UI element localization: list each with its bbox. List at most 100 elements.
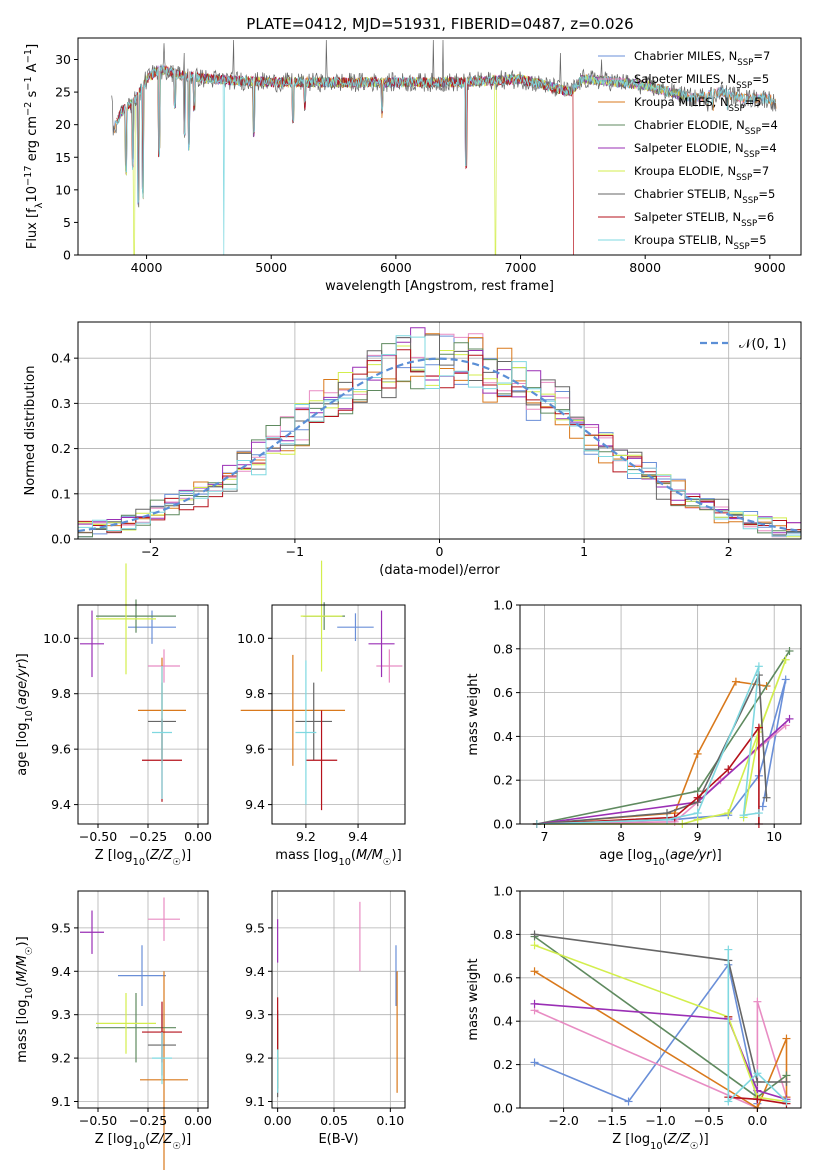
massweight-vs-age-panel: 7 8 9 10 0.0 0.2 0.4 0.6 0.8 1.0 age [log10(age/y… [466,598,802,868]
massweight-marker [781,675,790,684]
y-tick-label: 0.3 [51,396,71,411]
y-tick-label: 1.0 [493,598,513,613]
y-tick-label: 0.6 [493,685,513,700]
residuals-axes-frame [77,321,802,540]
massweight-marker [753,1077,762,1086]
legend-entry-label: Kroupa ELODIE, NSSP=7 [634,164,769,183]
massweight-vs-age-xlabel: age [log10(age/yr)] [599,848,722,868]
massweight-marker [731,677,740,686]
y-tick-label: 0.1 [51,486,71,501]
x-tick-label: −0.5 [694,1113,724,1128]
y-tick-label: 9.3 [51,1007,71,1022]
y-tick-label: 5 [63,215,71,230]
age-vs-mass-axes-frame [271,604,406,825]
age-vs-metallicity-axes-frame [77,604,209,825]
x-tick-label: 9.2 [296,829,316,844]
massweight-marker [754,662,763,671]
mass-vs-metallicity-panel: −0.50 −0.25 0.00 9.1 9.2 9.3 9.4 9.5 Z [log10(Z… [15,890,212,1170]
massweight-vs-metallicity-axes-frame [519,890,802,1109]
massweight-marker [785,646,794,655]
legend-entry-label: Chabrier ELODIE, NSSP=4 [634,118,778,137]
x-tick-label: 0.10 [376,1113,404,1128]
massweight-marker [753,1069,762,1078]
residuals-panel: 𝒩(0, 1) −2 −1 0 1 2 0.0 0.1 0.2 0.3 0.4 (data-mod… [23,321,802,578]
massweight-marker [762,793,771,802]
legend-entry-label: Salpeter ELODIE, NSSP=4 [634,141,777,160]
massweight-vs-metallicity-ylabel: mass weight [466,958,481,1040]
y-tick-label: 0.4 [493,1014,513,1029]
y-tick-label: 9.5 [51,920,71,935]
massweight-marker [782,1077,791,1086]
massweight-vs-age-ylabel: mass weight [466,673,481,755]
massweight-marker [724,809,733,818]
y-tick-label: 0.0 [493,817,513,832]
massweight-series-line [727,949,788,1104]
y-tick-label: 9.4 [51,797,71,812]
massweight-marker [785,714,794,723]
y-tick-label: 0.8 [493,641,513,656]
massweight-marker [530,999,539,1008]
y-tick-label: 0 [63,248,71,263]
x-tick-label: 2 [725,544,733,559]
x-tick-label: 1 [580,544,588,559]
spectrum-axes-frame [77,37,802,256]
mass-vs-extinction-axes-frame [271,890,406,1109]
residual-histogram-step [78,334,801,536]
y-tick-label: 20 [55,117,71,132]
y-tick-label: 10 [55,182,71,197]
massweight-vs-age-axes-frame [519,604,802,825]
massweight-series-line [536,725,760,825]
x-tick-label: 9 [694,829,702,844]
spectrum-series-line [111,39,777,203]
y-tick-label: 9.4 [51,964,71,979]
massweight-marker [753,1095,762,1104]
normal-reference-curve [77,357,802,533]
y-tick-label: 0.4 [51,351,71,366]
y-tick-label: 9.6 [51,742,71,757]
y-tick-label: 10.0 [43,631,71,646]
y-tick-label: 0.2 [493,1057,513,1072]
mass-vs-metallicity-axes-frame [77,890,209,1109]
massweight-marker [693,749,702,758]
mass-vs-metallicity-xlabel: Z [log10(Z/Z☉)] [95,1132,192,1152]
massweight-marker [753,997,762,1006]
y-tick-label: 0.4 [493,729,513,744]
massweight-series-line [536,665,760,825]
massweight-series-line [536,679,787,825]
y-tick-label: 9.8 [51,686,71,701]
x-tick-label: 9.4 [348,829,368,844]
massweight-marker [754,809,763,818]
y-tick-label: 9.4 [245,797,265,812]
age-vs-metallicity-xlabel: Z [log10(Z/Z☉)] [95,848,192,868]
massweight-marker [530,930,539,939]
y-tick-label: 9.1 [245,1094,265,1109]
massweight-marker [530,967,539,976]
x-tick-label: 4000 [131,260,163,275]
x-tick-label: 0.05 [320,1113,348,1128]
spectrum-legend: Chabrier MILES, NSSP=7 Salpeter MILES, NS… [598,49,778,252]
residuals-ylabel: Normed distribution [23,366,38,496]
massweight-marker [724,765,733,774]
figure-title: PLATE=0412, MJD=51931, FIBERID=0487, z=0… [246,15,633,33]
x-tick-label: −0.50 [79,829,117,844]
age-vs-mass-xlabel: mass [log10(M/M☉)] [275,848,401,868]
x-tick-label: 6000 [380,260,412,275]
x-tick-label: 0.0 [747,1113,767,1128]
mass-vs-extinction-xlabel: E(B-V) [318,1132,358,1147]
massweight-marker [782,1097,791,1106]
y-tick-label: 0.0 [51,532,71,547]
y-tick-label: 9.5 [245,920,265,935]
massweight-marker [530,941,539,950]
x-tick-label: 8 [617,829,625,844]
mass-vs-extinction-panel: 0.00 0.05 0.10 9.1 9.2 9.3 9.4 9.5 E(B-V) [245,890,406,1147]
x-tick-label: −2.0 [548,1113,578,1128]
y-tick-label: 0.2 [51,441,71,456]
spectrum-xlabel: wavelength [Angstrom, rest frame] [325,279,554,294]
y-tick-label: 9.6 [245,742,265,757]
y-tick-label: 9.1 [51,1094,71,1109]
x-tick-label: 8000 [629,260,661,275]
x-tick-label: −2 [141,544,159,559]
x-tick-label: 9000 [754,260,786,275]
massweight-series-line [534,970,788,1110]
y-tick-label: 9.2 [245,1051,265,1066]
